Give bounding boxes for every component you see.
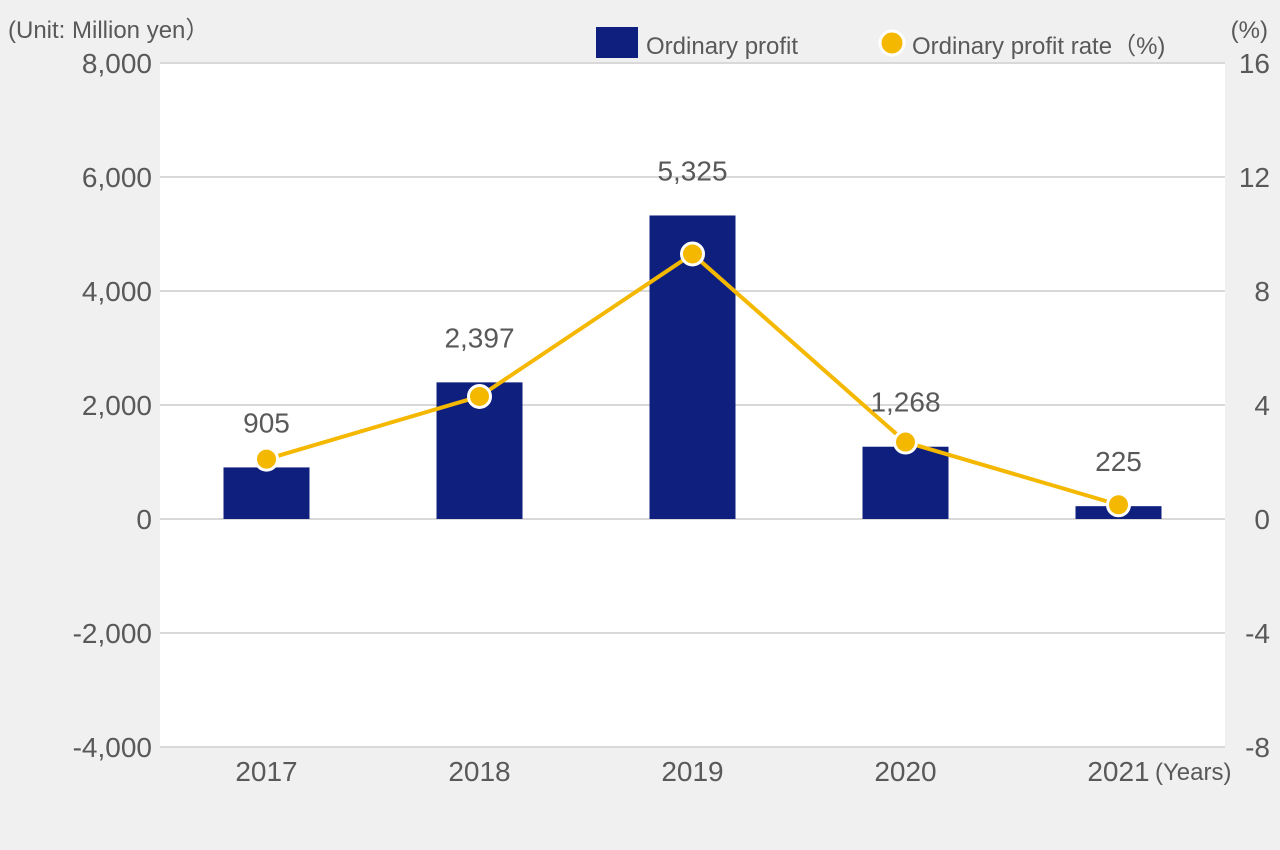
x-tick-label: 2019 xyxy=(661,756,723,787)
bar-value-label: 1,268 xyxy=(870,387,940,418)
legend: Ordinary profit Ordinary profit rate（%) xyxy=(596,27,1165,60)
legend-bar-label: Ordinary profit xyxy=(646,33,798,60)
left-tick-label: 0 xyxy=(136,504,152,535)
bar-2020 xyxy=(862,446,949,519)
x-tick-label: 2017 xyxy=(235,756,297,787)
x-axis: 2017 2018 2019 2020 2021 xyxy=(235,756,1149,787)
left-tick-label: 8,000 xyxy=(82,48,152,79)
x-tick-label: 2021 xyxy=(1087,756,1149,787)
bar-value-label: 2,397 xyxy=(444,322,514,353)
left-axis: 8,000 6,000 4,000 2,000 0 -2,000 -4,000 xyxy=(73,48,152,763)
right-tick-label: -4 xyxy=(1245,618,1270,649)
right-tick-label: -8 xyxy=(1245,732,1270,763)
right-tick-label: 4 xyxy=(1254,390,1270,421)
bar-series xyxy=(223,215,1162,519)
legend-bar-swatch xyxy=(596,27,638,58)
right-tick-label: 8 xyxy=(1254,276,1270,307)
rate-point-2019 xyxy=(680,241,705,267)
right-tick-label: 16 xyxy=(1239,48,1270,79)
x-tick-label: 2020 xyxy=(874,756,936,787)
bar-value-label: 5,325 xyxy=(657,155,727,186)
bar-value-label: 905 xyxy=(243,407,290,438)
line-series xyxy=(254,241,1131,518)
x-tick-label: 2018 xyxy=(448,756,510,787)
right-axis: 16 12 8 4 0 -4 -8 xyxy=(1239,48,1270,763)
right-tick-label: 0 xyxy=(1254,504,1270,535)
data-labels: 905 2,397 5,325 1,268 225 xyxy=(243,155,1142,477)
left-tick-label: 4,000 xyxy=(82,276,152,307)
legend-line-label: Ordinary profit rate（%) xyxy=(912,33,1165,60)
bar-value-label: 225 xyxy=(1095,446,1142,477)
bar-2017 xyxy=(223,467,310,519)
left-tick-label: 2,000 xyxy=(82,390,152,421)
rate-point-2017 xyxy=(254,446,279,472)
right-tick-label: 12 xyxy=(1239,162,1270,193)
rate-point-2018 xyxy=(467,383,492,409)
rate-point-2021 xyxy=(1106,492,1131,518)
left-axis-unit: (Unit: Million yen） xyxy=(8,17,209,44)
legend-line-marker xyxy=(878,29,906,57)
x-axis-unit: (Years) xyxy=(1155,759,1231,786)
left-tick-label: -4,000 xyxy=(73,732,152,763)
right-axis-unit: (%) xyxy=(1231,17,1268,44)
left-tick-label: -2,000 xyxy=(73,618,152,649)
left-tick-label: 6,000 xyxy=(82,162,152,193)
rate-point-2020 xyxy=(893,429,918,455)
